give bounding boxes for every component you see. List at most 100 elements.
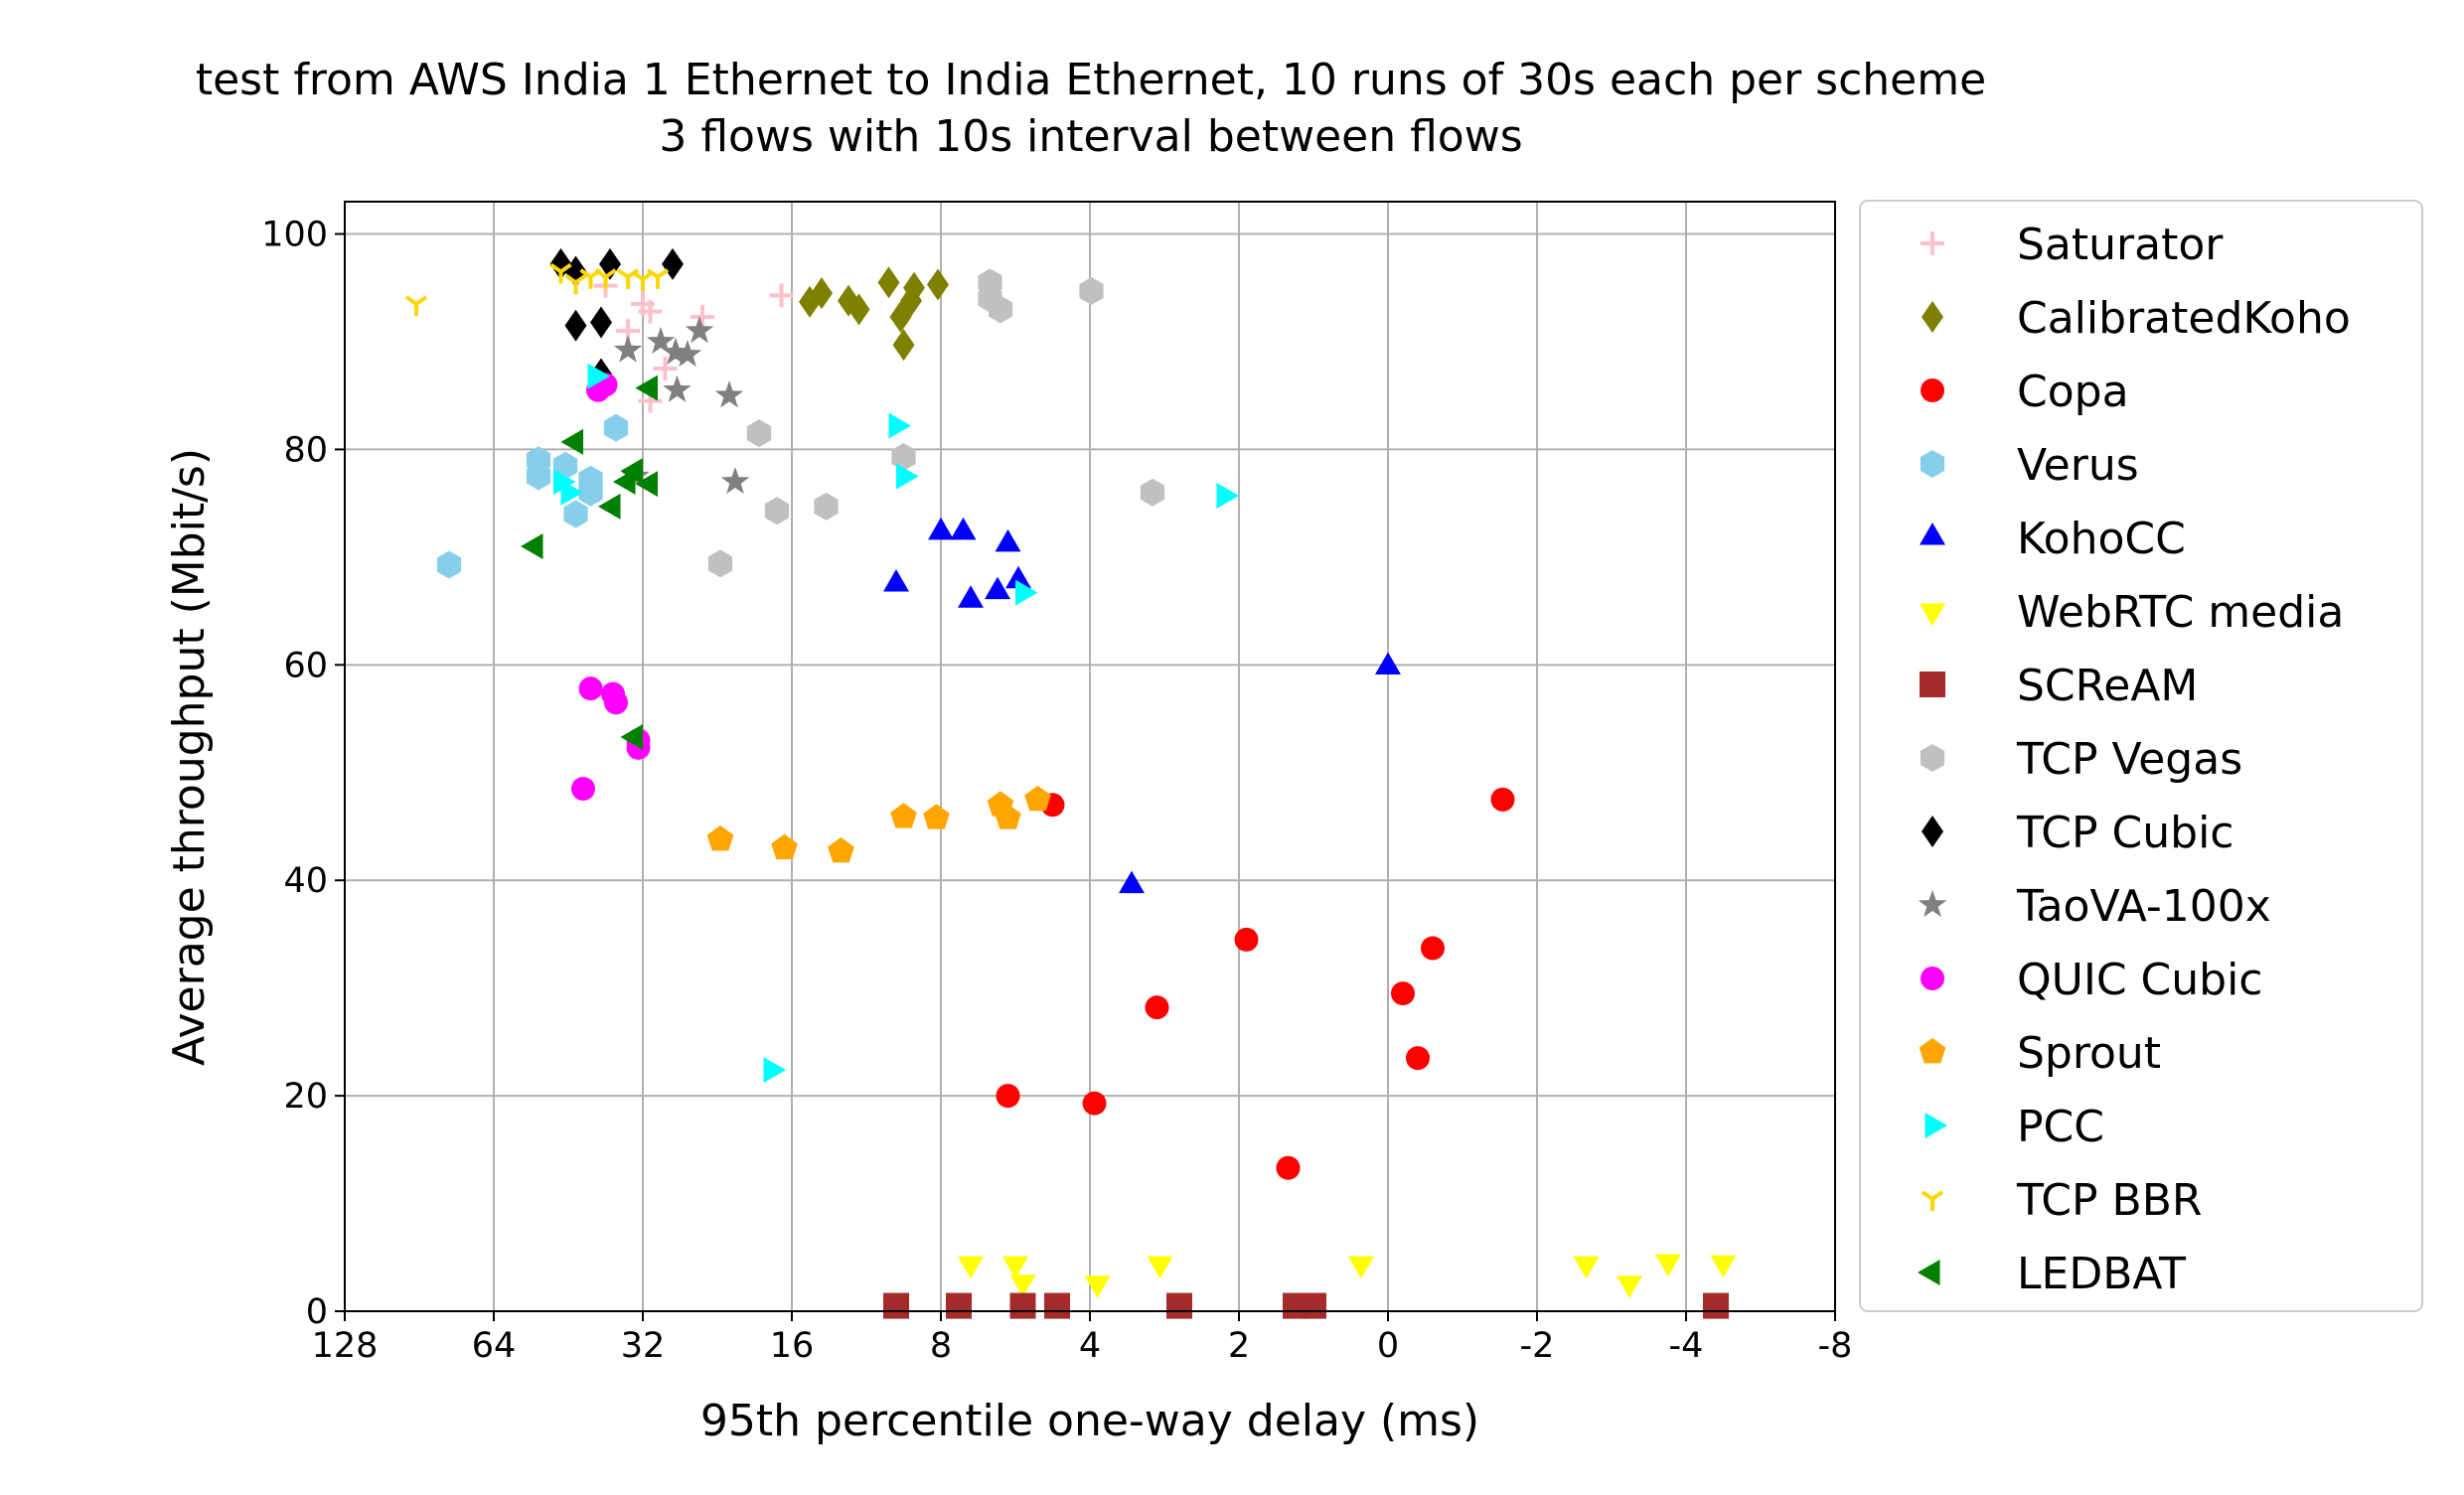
point-calibratedkoho: [811, 277, 833, 310]
point-scream: [1044, 1292, 1070, 1319]
point-copa: [996, 1084, 1020, 1109]
legend-label: Saturator: [2017, 220, 2224, 270]
point-tcp-cubic: [590, 306, 612, 339]
legend-marker-quic-cubic: [1921, 967, 1944, 990]
legend-marker-taova-100x: [1918, 890, 1947, 918]
legend-item-copa: Copa: [1921, 367, 2129, 417]
x-tick-label: -2: [1520, 1326, 1555, 1366]
series-ledbat: [521, 374, 658, 750]
y-axis: 0 20 40 60 80 100: [261, 216, 345, 1332]
point-taova-100x: [613, 335, 643, 363]
point-pcc: [896, 463, 919, 490]
chart-title: test from AWS India 1 Ethernet to India …: [196, 55, 1986, 105]
point-sprout: [771, 833, 798, 860]
legend-marker-pcc: [1925, 1113, 1947, 1138]
point-pcc: [587, 363, 610, 389]
point-copa: [1145, 995, 1169, 1020]
point-taova-100x: [673, 339, 702, 368]
point-ledbat: [620, 723, 643, 750]
point-scream: [1703, 1292, 1729, 1319]
point-copa: [1276, 1155, 1301, 1180]
legend-item-pcc: PCC: [1925, 1102, 2104, 1152]
series-tcp-bbr: [404, 262, 670, 317]
point-taova-100x: [646, 326, 676, 355]
legend-item-ledbat: LEDBAT: [1918, 1249, 2186, 1299]
point-tcp-vegas: [746, 419, 772, 448]
legend-label: KohoCC: [2017, 514, 2186, 564]
y-tick-label: 0: [306, 1292, 328, 1332]
point-ledbat: [620, 458, 643, 485]
legend-frame: [1859, 200, 2423, 1312]
series-calibratedkoho: [799, 266, 949, 362]
point-kohocc: [950, 517, 977, 540]
point-sprout: [828, 836, 854, 863]
legend-marker-kohocc: [1920, 523, 1945, 545]
point-tcp-vegas: [1140, 478, 1165, 507]
legend-label: Sprout: [2017, 1028, 2161, 1079]
point-webrtc-media: [1710, 1255, 1737, 1278]
legend-item-scream: SCReAM: [1920, 661, 2198, 711]
legend-item-verus: Verus: [1920, 440, 2139, 491]
point-verus: [578, 478, 603, 507]
point-tcp-bbr: [404, 295, 428, 317]
legend-label: TaoVA-100x: [2016, 881, 2271, 932]
point-sprout: [995, 804, 1021, 829]
legend-item-quic-cubic: QUIC Cubic: [1921, 955, 2262, 1005]
point-copa: [1391, 981, 1415, 1006]
point-sprout: [706, 825, 734, 851]
point-calibratedkoho: [847, 293, 870, 326]
point-sprout: [890, 803, 917, 828]
x-tick-label: 32: [621, 1326, 666, 1366]
y-tick-label: 80: [283, 430, 328, 470]
legend-item-kohocc: KohoCC: [1920, 514, 2186, 564]
point-tcp-vegas: [1079, 277, 1104, 306]
legend-marker-tcp-cubic: [1922, 816, 1943, 847]
legend-label: QUIC Cubic: [2017, 955, 2262, 1005]
point-webrtc-media: [1084, 1275, 1111, 1298]
y-tick-label: 60: [283, 646, 328, 685]
point-saturator: [653, 357, 678, 381]
point-tcp-vegas: [707, 549, 733, 578]
point-copa: [1082, 1091, 1107, 1116]
point-pcc: [1015, 579, 1038, 606]
point-webrtc-media: [1002, 1256, 1028, 1279]
series-tcp-vegas: [707, 268, 1165, 578]
point-calibratedkoho: [877, 266, 900, 299]
legend-item-sprout: Sprout: [1919, 1028, 2161, 1079]
point-tcp-bbr: [646, 268, 670, 289]
x-tick-label: 16: [770, 1326, 815, 1366]
series-verus: [436, 413, 629, 579]
point-taova-100x: [714, 380, 744, 408]
legend-item-saturator: Saturator: [1921, 220, 2224, 270]
legend-label: SCReAM: [2017, 661, 2198, 711]
point-taova-100x: [663, 374, 692, 402]
point-tcp-bbr: [594, 268, 617, 289]
point-ledbat: [635, 471, 658, 498]
point-tcp-cubic: [662, 247, 684, 280]
point-kohocc: [985, 576, 1010, 600]
point-taova-100x: [685, 316, 714, 344]
point-copa: [1406, 1046, 1430, 1071]
legend-label: TCP Vegas: [2016, 734, 2242, 785]
point-webrtc-media: [958, 1256, 984, 1279]
point-ledbat: [613, 468, 636, 495]
legend-label: Verus: [2017, 440, 2139, 491]
point-quic-cubic: [571, 777, 595, 802]
point-verus: [563, 500, 588, 528]
legend-label: LEDBAT: [2017, 1249, 2186, 1299]
point-taova-100x: [720, 466, 750, 495]
legend-marker-saturator: [1921, 231, 1944, 255]
point-scream: [1009, 1292, 1036, 1319]
data-points: [404, 247, 1737, 1319]
grid-lines: [344, 202, 1836, 1312]
y-tick-label: 100: [261, 216, 328, 255]
x-tick-label: 4: [1079, 1326, 1101, 1366]
x-tick-label: 64: [472, 1326, 517, 1366]
point-kohocc: [883, 568, 909, 592]
x-tick-label: -4: [1669, 1326, 1704, 1366]
legend-marker-ledbat: [1918, 1260, 1940, 1285]
legend-marker-sprout: [1919, 1038, 1946, 1064]
point-webrtc-media: [1617, 1275, 1642, 1298]
point-kohocc: [1005, 565, 1031, 589]
point-kohocc: [928, 517, 954, 540]
